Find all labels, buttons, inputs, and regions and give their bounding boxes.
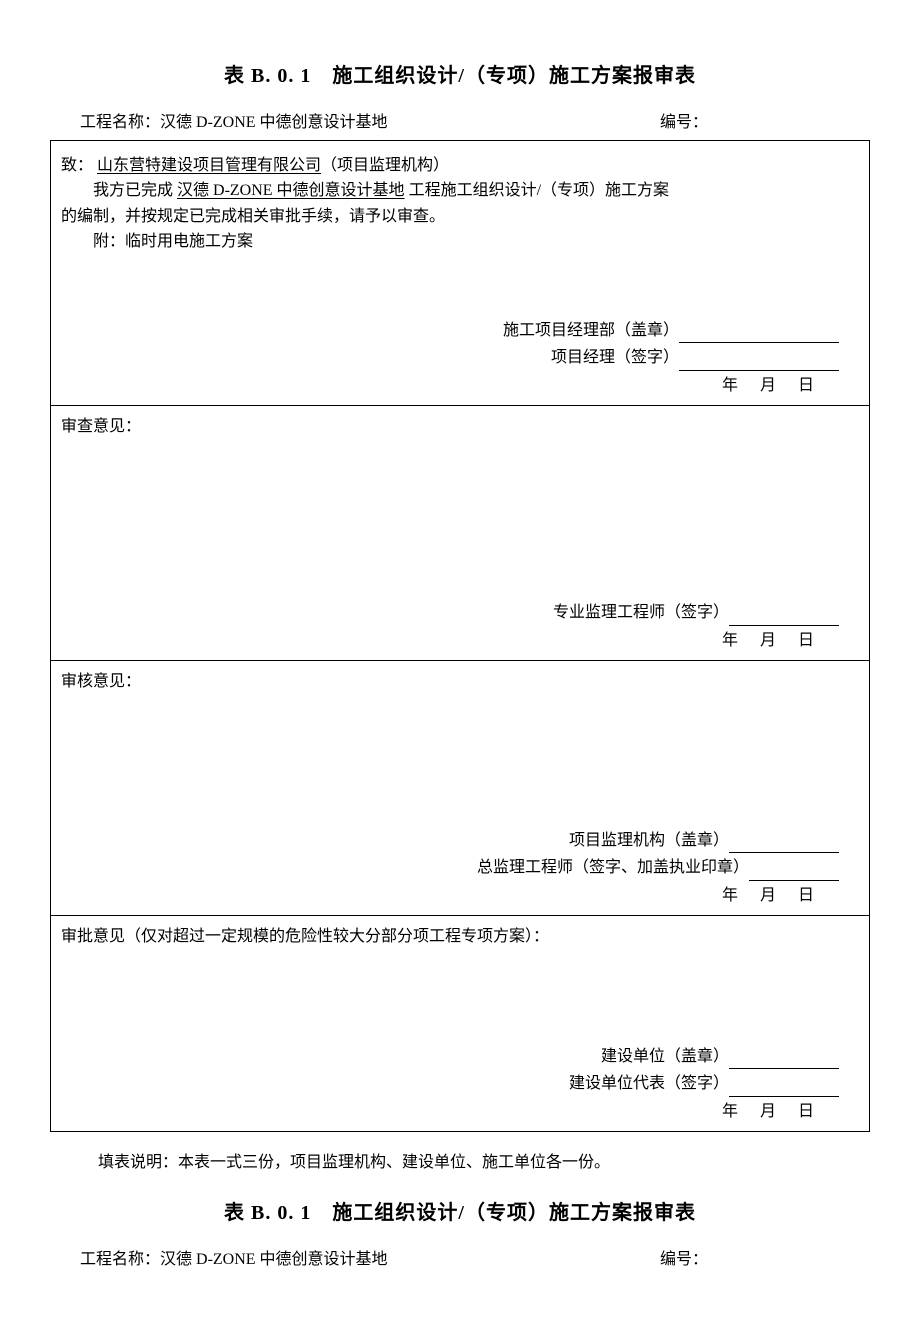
date-line: 年 月 日 — [61, 883, 859, 909]
form2-number-label: 编号： — [660, 1251, 708, 1268]
date-year: 年 — [715, 883, 747, 909]
date-line: 年 月 日 — [61, 1099, 859, 1125]
date-line: 年 月 日 — [61, 373, 859, 399]
sig-blank[interactable] — [729, 835, 839, 853]
sig-pm-label: 项目经理（签字） — [551, 349, 679, 366]
body-line-1: 我方已完成 汉德 D-ZONE 中德创意设计基地 工程施工组织设计/（专项）施工… — [61, 178, 859, 204]
to-line: 致： 山东营特建设项目管理有限公司（项目监理机构） — [61, 153, 859, 179]
sig-engineer-label: 专业监理工程师（签字） — [553, 604, 729, 621]
sig-blank[interactable] — [679, 325, 839, 343]
section-review: 审查意见： 专业监理工程师（签字） 年 月 日 — [51, 406, 869, 661]
sig-construction-rep: 建设单位代表（签字） — [61, 1071, 859, 1097]
attach-value: 临时用电施工方案 — [125, 233, 253, 250]
date-month: 月 — [753, 628, 785, 654]
number-field: 编号： — [660, 110, 840, 136]
attachment-line: 附：临时用电施工方案 — [61, 229, 859, 255]
review-heading: 审查意见： — [61, 414, 859, 440]
form2-header-row: 工程名称：汉德 D-ZONE 中德创意设计基地 编号： — [50, 1247, 870, 1273]
main-table: 致： 山东营特建设项目管理有限公司（项目监理机构） 我方已完成 汉德 D-ZON… — [50, 140, 870, 1132]
sig-blank[interactable] — [729, 1079, 839, 1097]
sig-pm-dept: 施工项目经理部（盖章） — [61, 318, 859, 344]
audit-heading: 审核意见： — [61, 669, 859, 695]
date-year: 年 — [715, 1099, 747, 1125]
number-label: 编号： — [660, 114, 708, 131]
sig-blank[interactable] — [749, 863, 839, 881]
to-suffix: （项目监理机构） — [321, 157, 449, 174]
body-project: 汉德 D-ZONE 中德创意设计基地 — [177, 182, 405, 199]
date-day: 日 — [791, 628, 823, 654]
form2-project-label: 工程名称： — [80, 1251, 160, 1268]
sig-chief-engineer-label: 总监理工程师（签字、加盖执业印章） — [477, 859, 749, 876]
date-day: 日 — [791, 883, 823, 909]
date-month: 月 — [753, 1099, 785, 1125]
header-row: 工程名称：汉德 D-ZONE 中德创意设计基地 编号： — [50, 110, 870, 136]
sig-blank[interactable] — [679, 353, 839, 371]
sig-supervision-org-label: 项目监理机构（盖章） — [569, 832, 729, 849]
date-year: 年 — [715, 373, 747, 399]
form-title: 表 B. 0. 1 施工组织设计/（专项）施工方案报审表 — [50, 60, 870, 92]
section-audit: 审核意见： 项目监理机构（盖章） 总监理工程师（签字、加盖执业印章） 年 月 日 — [51, 661, 869, 916]
project-name-field: 工程名称：汉德 D-ZONE 中德创意设计基地 — [80, 110, 660, 136]
sig-construction-unit-label: 建设单位（盖章） — [601, 1048, 729, 1065]
sig-supervision-org: 项目监理机构（盖章） — [61, 828, 859, 854]
footer-note: 填表说明：本表一式三份，项目监理机构、建设单位、施工单位各一份。 — [50, 1150, 870, 1176]
form2-title: 表 B. 0. 1 施工组织设计/（专项）施工方案报审表 — [50, 1197, 870, 1229]
body-line-2: 的编制，并按规定已完成相关审批手续，请予以审查。 — [61, 204, 859, 230]
attach-label: 附： — [93, 233, 125, 250]
date-day: 日 — [791, 373, 823, 399]
date-year: 年 — [715, 628, 747, 654]
sig-pm-dept-label: 施工项目经理部（盖章） — [503, 322, 679, 339]
to-label: 致： — [61, 157, 93, 174]
date-line: 年 月 日 — [61, 628, 859, 654]
section-submission: 致： 山东营特建设项目管理有限公司（项目监理机构） 我方已完成 汉德 D-ZON… — [51, 141, 869, 406]
sig-blank[interactable] — [729, 608, 839, 626]
sig-engineer: 专业监理工程师（签字） — [61, 600, 859, 626]
form2-wrap: 表 B. 0. 1 施工组织设计/（专项）施工方案报审表 工程名称：汉德 D-Z… — [50, 1197, 870, 1273]
section-approval: 审批意见（仅对超过一定规模的危险性较大分部分项工程专项方案）： 建设单位（盖章）… — [51, 916, 869, 1131]
to-value: 山东营特建设项目管理有限公司 — [97, 157, 321, 174]
project-name: 汉德 D-ZONE 中德创意设计基地 — [160, 114, 388, 131]
sig-pm: 项目经理（签字） — [61, 345, 859, 371]
approval-heading: 审批意见（仅对超过一定规模的危险性较大分部分项工程专项方案）： — [61, 924, 859, 950]
form2-project-name-field: 工程名称：汉德 D-ZONE 中德创意设计基地 — [80, 1247, 660, 1273]
form2-project-name: 汉德 D-ZONE 中德创意设计基地 — [160, 1251, 388, 1268]
sig-construction-rep-label: 建设单位代表（签字） — [569, 1075, 729, 1092]
sig-construction-unit: 建设单位（盖章） — [61, 1044, 859, 1070]
project-label: 工程名称： — [80, 114, 160, 131]
sig-chief-engineer: 总监理工程师（签字、加盖执业印章） — [61, 855, 859, 881]
date-month: 月 — [753, 373, 785, 399]
body-suffix1: 工程施工组织设计/（专项）施工方案 — [409, 182, 669, 199]
date-day: 日 — [791, 1099, 823, 1125]
form2-number-field: 编号： — [660, 1247, 840, 1273]
body-prefix: 我方已完成 — [93, 182, 173, 199]
date-month: 月 — [753, 883, 785, 909]
sig-blank[interactable] — [729, 1051, 839, 1069]
